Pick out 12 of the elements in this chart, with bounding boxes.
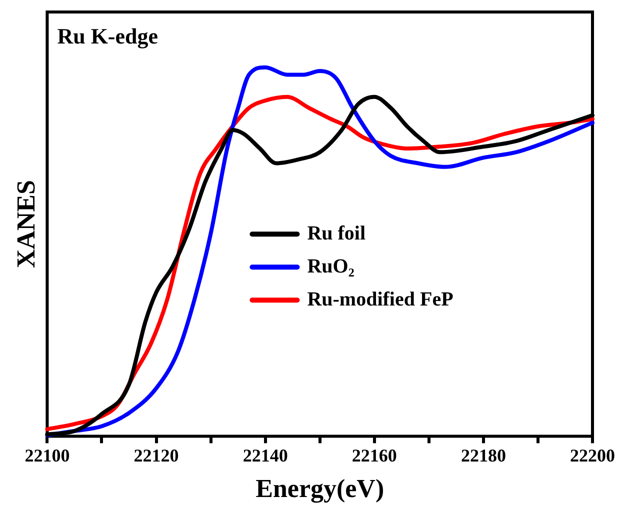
x-tick-label: 22120 <box>134 446 179 466</box>
x-axis-title: Energy(eV) <box>256 474 384 504</box>
legend-label: RuO₂ <box>307 255 354 278</box>
chart-title: Ru K-edge <box>57 24 158 49</box>
legend-label: Ru foil <box>307 222 366 244</box>
legend-label: Ru-modified FeP <box>307 288 454 310</box>
x-tick-label: 22180 <box>460 446 506 466</box>
y-axis-title: XANES <box>11 180 40 268</box>
x-tick-label: 22160 <box>352 446 397 466</box>
x-tick-label: 22140 <box>242 446 288 466</box>
x-tick-label: 22200 <box>570 446 615 466</box>
x-tick-label: 22100 <box>24 446 70 466</box>
